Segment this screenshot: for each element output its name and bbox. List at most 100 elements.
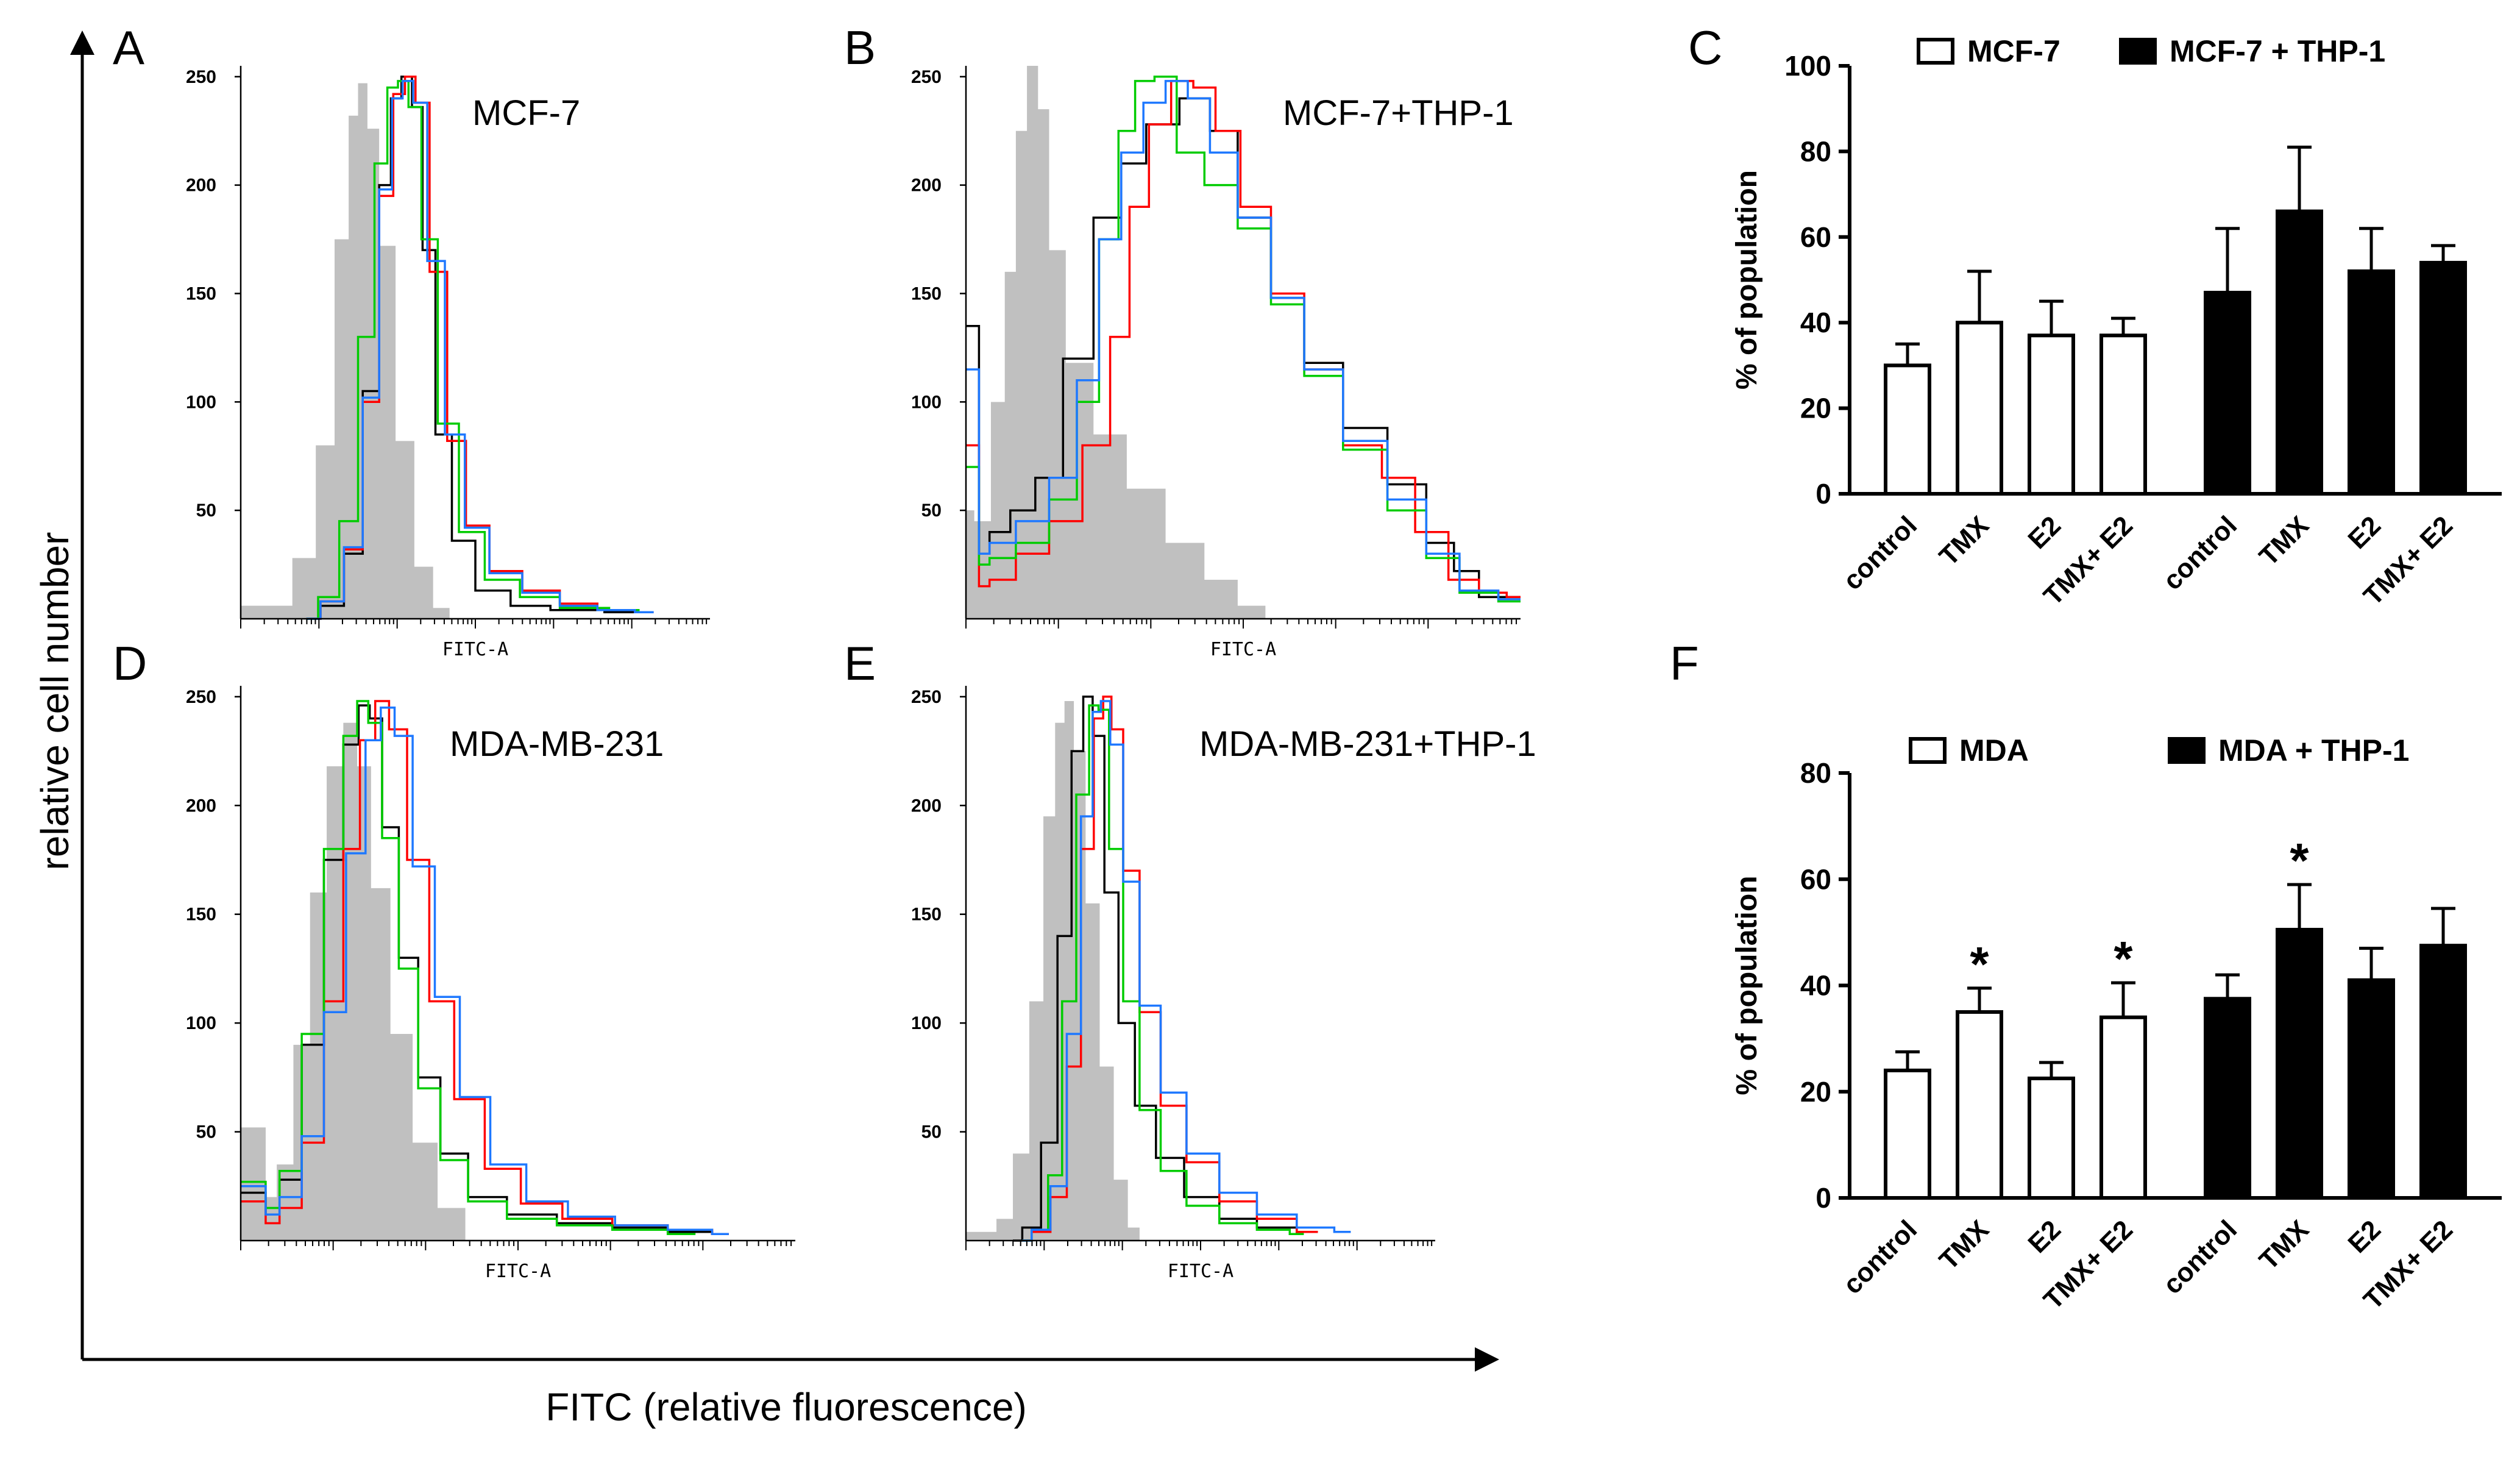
significance-star: * [1970, 937, 1989, 991]
bar-y-axis-label: % of population [1731, 170, 1763, 390]
histogram-x-label: FITC-A [1168, 1261, 1233, 1282]
panel-letter-b: B [844, 21, 876, 74]
isotype-area-e [966, 700, 1145, 1241]
histogram-line-e2 [966, 76, 1521, 603]
histogram-panel-e: 250 200 150 100 50 FITC-A MDA-MB-231+THP-1 [911, 686, 1536, 1282]
bar-tmx-e2-co-culture [2419, 944, 2467, 1200]
histogram-x-label: FITC-A [485, 1261, 551, 1282]
legend-label: MDA [1959, 733, 2029, 768]
sample-label-e: MDA-MB-231+THP-1 [1199, 724, 1536, 764]
sample-label-a: MCF-7 [472, 93, 580, 133]
bar-category-label: E2 [2022, 510, 2067, 555]
bar-tmx-e2-mono [2099, 1015, 2147, 1200]
bar-y-tick-label: 40 [1800, 970, 1831, 1002]
bar-y-tick-label: 60 [1800, 863, 1831, 895]
bar-y-axis-label: % of population [1731, 876, 1763, 1095]
histogram-line-tmx-e2 [241, 706, 729, 1236]
histogram-y-tick-label: 200 [186, 176, 216, 196]
histogram-y-tick-label: 100 [186, 1013, 216, 1033]
bar-tmx-mono [1956, 321, 2003, 496]
bar-category-label: TMX [2254, 510, 2315, 571]
bar-y-tick-label: 0 [1815, 1182, 1831, 1214]
legend-label: MCF-7 + THP-1 [2170, 34, 2385, 68]
histogram-y-tick-label: 250 [186, 687, 216, 707]
bar-control-co-culture [2204, 997, 2251, 1200]
bar-tmx-e2-co-culture [2419, 260, 2467, 496]
histogram-y-tick-label: 50 [921, 1122, 942, 1142]
histogram-line-tmx [966, 80, 1521, 599]
histogram-y-tick-label: 150 [911, 905, 942, 925]
histogram-y-tick-label: 250 [911, 687, 942, 707]
outer-x-axis-label: FITC (relative fluorescence) [545, 1385, 1027, 1429]
bar-category-label: control [2157, 510, 2243, 596]
histogram-line-e2 [306, 80, 640, 620]
histogram-y-tick-label: 200 [911, 176, 942, 196]
outer-y-axis-label: relative cell number [33, 532, 77, 871]
legend-label: MDA + THP-1 [2218, 733, 2409, 768]
bar-e2-mono [2028, 333, 2075, 496]
bar-y-tick-label: 60 [1800, 221, 1831, 253]
histogram-y-tick-label: 100 [186, 392, 216, 412]
legend-swatch-mono [1909, 737, 1947, 764]
histogram-y-tick-label: 200 [911, 796, 942, 816]
histogram-y-tick-label: 50 [921, 501, 942, 521]
histogram-panel-d: 250 200 150 100 50 FITC-A MDA-MB-231 [186, 686, 795, 1282]
bar-category-label: TMX [1934, 510, 1995, 571]
bar-y-tick-label: 80 [1800, 135, 1831, 167]
bar-y-tick-label: 0 [1815, 478, 1831, 510]
histogram-line-e2 [241, 700, 696, 1236]
histogram-line-tmx [1022, 696, 1318, 1242]
histogram-y-tick-label: 150 [186, 905, 216, 925]
histogram-panel-a: 250 200 150 100 50 FITC-A MCF-7 [186, 66, 710, 660]
histogram-y-tick-label: 100 [911, 392, 942, 412]
histogram-y-tick-label: 50 [196, 501, 216, 521]
histogram-y-tick-label: 200 [186, 796, 216, 816]
bar-tmx-co-culture [2276, 209, 2323, 496]
histogram-panel-b: 250 200 150 100 50 FITC-A MCF-7+THP-1 [911, 66, 1521, 660]
bar-control-mono [1884, 1068, 1931, 1200]
isotype-area-b [966, 66, 1277, 619]
histogram-y-tick-label: 50 [196, 1122, 216, 1142]
bar-tmx-mono [1956, 1010, 2003, 1200]
histogram-x-label: FITC-A [442, 639, 508, 660]
panel-letter-e: E [844, 636, 876, 690]
bar-category-label: TMX [2254, 1214, 2315, 1275]
histogram-y-tick-label: 250 [186, 67, 216, 87]
histogram-y-tick-label: 250 [911, 67, 942, 87]
bar-chart-panel-f: 0 20 40 60 80 % of population MDA MDA + THP-1 co… [1731, 733, 2502, 1316]
legend-swatch-co-culture [2168, 737, 2206, 764]
panel-letter-d: D [113, 636, 147, 690]
bar-e2-co-culture [2348, 269, 2395, 496]
significance-star: * [2114, 932, 2133, 986]
histogram-line-tmx-e2 [306, 80, 654, 620]
bar-tmx-e2-mono [2099, 333, 2147, 496]
bar-category-label: E2 [2022, 1214, 2067, 1259]
histogram-y-tick-label: 150 [186, 283, 216, 304]
bar-e2-co-culture [2348, 978, 2395, 1200]
histogram-line-control [241, 704, 729, 1236]
panel-letter-c: C [1688, 21, 1722, 74]
histogram-line-tmx [241, 700, 729, 1236]
sample-label-d: MDA-MB-231 [450, 724, 664, 764]
legend-swatch-co-culture [2119, 38, 2157, 65]
sample-label-b: MCF-7+THP-1 [1283, 93, 1514, 133]
histogram-y-tick-label: 150 [911, 283, 942, 304]
histogram-y-tick-label: 100 [911, 1013, 942, 1033]
bar-control-mono [1884, 363, 1931, 496]
histogram-line-e2 [1022, 704, 1304, 1242]
histogram-x-label: FITC-A [1210, 639, 1276, 660]
bar-category-label: control [2157, 1214, 2243, 1300]
bar-category-label: E2 [2342, 1214, 2387, 1259]
legend-label: MCF-7 [1967, 34, 2060, 68]
bar-tmx-co-culture [2276, 928, 2323, 1200]
legend-swatch-mono [1917, 38, 1954, 65]
significance-star: * [2290, 833, 2309, 888]
panel-letter-a: A [113, 21, 144, 74]
bar-category-label: TMX [1934, 1214, 1995, 1275]
bar-y-tick-label: 20 [1800, 393, 1831, 424]
bar-control-co-culture [2204, 291, 2251, 496]
bar-e2-mono [2028, 1076, 2075, 1200]
histogram-line-tmx-e2 [1022, 700, 1351, 1242]
bar-y-tick-label: 100 [1784, 50, 1831, 82]
